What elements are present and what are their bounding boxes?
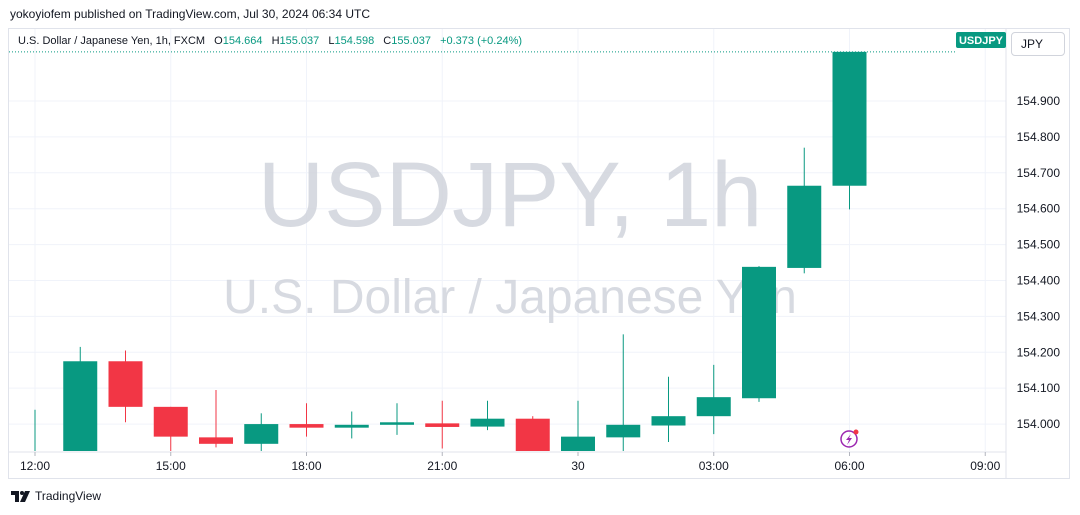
- candle-body: [380, 422, 414, 425]
- time-tick-label: 09:00: [970, 459, 1000, 473]
- candle-body: [606, 424, 641, 438]
- time-tick-label: 06:00: [834, 459, 864, 473]
- price-tick-label: 154.600: [1017, 202, 1061, 216]
- ohlc-legend: U.S. Dollar / Japanese Yen, 1h, FXCM O15…: [18, 35, 522, 47]
- published-by-text: yokoyiofem published on TradingView.com,…: [10, 7, 370, 21]
- time-tick-label: 18:00: [291, 459, 321, 473]
- legend-low: 154.598: [334, 35, 375, 47]
- candle[interactable]: [380, 403, 414, 435]
- candle[interactable]: [696, 364, 731, 435]
- candle-body: [561, 436, 595, 451]
- candles: [34, 51, 867, 451]
- candle-body: [244, 424, 279, 444]
- price-axis: 154.000 154.100 154.200 154.300 154.400 154.5…: [1017, 94, 1061, 431]
- candle-body: [515, 418, 550, 451]
- legend-high-label: H: [271, 35, 280, 47]
- candle[interactable]: [832, 51, 867, 210]
- price-tick-label: 154.200: [1017, 345, 1061, 359]
- candle-body: [289, 424, 324, 428]
- candle[interactable]: [787, 147, 822, 274]
- candle[interactable]: [63, 346, 98, 451]
- candle-body: [63, 361, 98, 451]
- tradingview-icon: [11, 490, 30, 502]
- legend-open: 154.664: [222, 35, 263, 47]
- time-tick-label: 03:00: [699, 459, 729, 473]
- candle[interactable]: [153, 406, 188, 451]
- price-tick-label: 154.100: [1017, 381, 1061, 395]
- symbol-price-tag: [956, 32, 1006, 48]
- legend-close-label: C: [383, 35, 392, 47]
- candle[interactable]: [289, 403, 324, 437]
- legend-close: 155.037: [391, 35, 432, 47]
- candle[interactable]: [199, 389, 233, 448]
- candle-body: [696, 397, 731, 417]
- candle[interactable]: [651, 376, 686, 443]
- price-tick-label: 154.500: [1017, 238, 1061, 252]
- candle-body: [108, 361, 143, 407]
- price-tick-label: 154.300: [1017, 309, 1061, 323]
- candle-body: [153, 406, 188, 437]
- candle[interactable]: [742, 266, 776, 402]
- candle-body: [832, 51, 867, 186]
- price-tick-label: 154.400: [1017, 273, 1061, 287]
- time-tick-label: 12:00: [20, 459, 50, 473]
- time-axis: 12:00 15:00 18:00 21:00 30 03:00 06:00 09:00: [20, 452, 1001, 473]
- time-tick-label: 15:00: [156, 459, 186, 473]
- candle[interactable]: [334, 411, 369, 439]
- price-tick-label: 154.000: [1017, 417, 1061, 431]
- lightning-icon[interactable]: [840, 429, 859, 448]
- time-tick-label: 21:00: [427, 459, 457, 473]
- candle-body: [470, 418, 505, 427]
- legend-change: +0.373 (+0.24%): [440, 35, 523, 47]
- watermark-symbol: USDJPY, 1h: [258, 144, 763, 246]
- legend-low-label: L: [328, 35, 335, 47]
- candle[interactable]: [108, 350, 143, 423]
- candle-body: [742, 266, 776, 399]
- price-tick-label: 154.700: [1017, 166, 1061, 180]
- currency-button[interactable]: JPY: [1011, 32, 1065, 56]
- watermark-description: U.S. Dollar / Japanese Yen: [223, 271, 797, 324]
- candle[interactable]: [606, 334, 641, 451]
- brand-name: TradingView: [35, 489, 102, 503]
- price-tick-label: 154.800: [1017, 130, 1061, 144]
- candle-body: [787, 185, 822, 268]
- candle[interactable]: [561, 400, 595, 451]
- legend-high: 155.037: [279, 35, 320, 47]
- legend-symbol: U.S. Dollar / Japanese Yen, 1h, FXCM: [18, 35, 206, 47]
- price-tick-label: 154.900: [1017, 94, 1061, 108]
- candle-body: [334, 424, 369, 428]
- candle[interactable]: [470, 400, 505, 431]
- candle-body: [199, 437, 233, 444]
- tradingview-logo[interactable]: TradingView: [11, 489, 101, 503]
- candle[interactable]: [425, 400, 460, 449]
- candle-body: [651, 416, 686, 426]
- candle[interactable]: [515, 416, 550, 451]
- time-tick-label: 30: [571, 459, 585, 473]
- symbol-price-tag-label: USDJPY: [959, 35, 1004, 47]
- candle-body: [425, 423, 460, 427]
- legend-open-label: O: [214, 35, 223, 47]
- candle[interactable]: [244, 413, 279, 451]
- chart-frame: [8, 28, 1070, 479]
